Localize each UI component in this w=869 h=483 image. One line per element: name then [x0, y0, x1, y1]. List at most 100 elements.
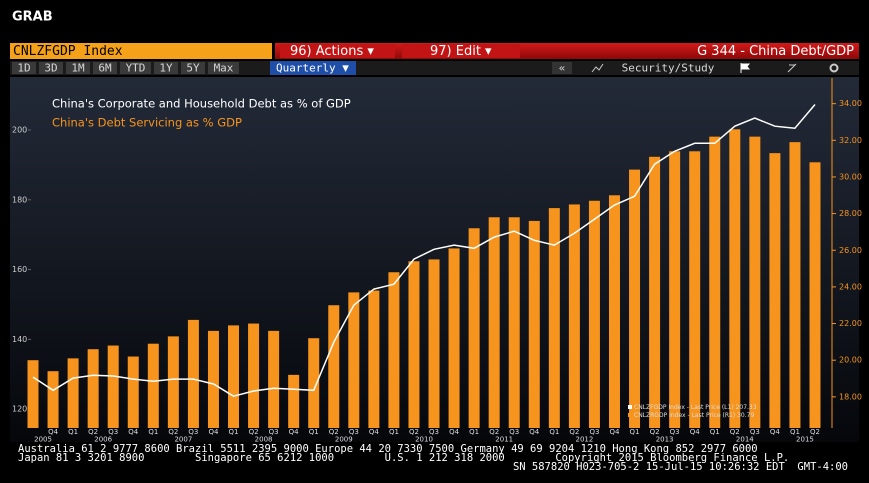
period-label[interactable]: 1M	[71, 62, 85, 75]
period-button[interactable]	[154, 62, 178, 74]
period-button[interactable]	[66, 62, 90, 74]
period-label[interactable]: Max	[214, 62, 234, 75]
collapse-label[interactable]: «	[559, 62, 566, 75]
footer-line: Japan 81 3 3201 8900 Singapore 65 6212 1…	[18, 452, 789, 464]
period-button[interactable]	[39, 62, 63, 74]
frequency-button[interactable]	[270, 61, 356, 75]
security-box[interactable]	[10, 43, 272, 59]
bar	[729, 129, 741, 428]
security-study[interactable]: Security/Study	[622, 62, 715, 75]
y-tick-label: 180	[12, 195, 27, 204]
edit-icon[interactable]	[787, 63, 797, 73]
period-label[interactable]: 1Y	[159, 62, 173, 75]
bar	[27, 360, 39, 428]
actions-label[interactable]: 96) Actions ▾	[290, 44, 374, 59]
x-tick-label: Q1	[309, 428, 319, 436]
x-tick-label: Q4	[128, 428, 139, 436]
y2-tick-label: 18.00	[839, 392, 862, 401]
x-tick-label: Q1	[790, 428, 800, 436]
x-tick-label: Q4	[369, 428, 380, 436]
collapse-button[interactable]	[552, 62, 572, 74]
page-title: G 344 - China Debt/GDP	[697, 44, 854, 59]
x-tick-label: Q2	[329, 428, 339, 436]
bar	[268, 330, 280, 428]
bar	[288, 374, 300, 428]
x-tick-label: Q3	[750, 428, 760, 436]
year-label: 2009	[335, 436, 353, 444]
period-label[interactable]: 6M	[98, 62, 112, 75]
legend-swatch	[628, 413, 632, 417]
x-tick-label: Q2	[168, 428, 178, 436]
bar	[488, 217, 500, 428]
x-tick-label: Q2	[810, 428, 820, 436]
y-tick-label: 160	[12, 265, 27, 274]
x-tick-label: Q1	[630, 428, 640, 436]
settings-icon[interactable]	[829, 63, 839, 73]
security-field[interactable]: CNLZFGDP Index	[13, 44, 123, 59]
bar	[228, 325, 240, 428]
bar	[107, 345, 119, 428]
x-tick-label: Q1	[148, 428, 158, 436]
x-tick-label: Q4	[208, 428, 219, 436]
x-tick-label: Q3	[269, 428, 279, 436]
period-button[interactable]	[181, 62, 205, 74]
line	[32, 104, 816, 398]
year-label: 2010	[415, 436, 433, 444]
x-tick-label: Q1	[229, 428, 239, 436]
bar	[147, 343, 159, 428]
bar	[568, 204, 580, 428]
bar	[689, 151, 701, 428]
x-tick-label: Q2	[249, 428, 259, 436]
edit-label[interactable]: 97) Edit ▾	[430, 44, 492, 59]
y2-tick-label: 20.00	[839, 356, 862, 365]
x-tick-label: Q2	[650, 428, 660, 436]
bar	[167, 336, 179, 428]
period-label[interactable]: YTD	[126, 62, 146, 75]
x-tick-label: Q3	[188, 428, 198, 436]
bar	[588, 200, 600, 428]
x-tick-label: Q1	[389, 428, 399, 436]
period-label[interactable]: 1D	[17, 62, 30, 75]
period-button[interactable]	[208, 62, 239, 74]
year-label: 2015	[796, 436, 814, 444]
period-label[interactable]: 5Y	[186, 62, 200, 75]
year-label: 2008	[255, 436, 273, 444]
x-tick-label: Q1	[710, 428, 720, 436]
x-tick-label: Q4	[690, 428, 701, 436]
y2-tick-label: 30.00	[839, 172, 862, 181]
x-tick-label: Q4	[289, 428, 300, 436]
y2-tick-label: 32.00	[839, 136, 862, 145]
bar	[127, 356, 139, 428]
x-tick-label: Q4	[770, 428, 781, 436]
x-tick-label: Q3	[589, 428, 599, 436]
bar	[769, 153, 781, 428]
chart-icon[interactable]	[591, 63, 604, 73]
year-label: 2014	[736, 436, 754, 444]
edit-button[interactable]	[402, 44, 520, 58]
x-tick-label: Q3	[349, 428, 359, 436]
period-label[interactable]: 3D	[44, 62, 57, 75]
bar	[669, 151, 681, 428]
legend-entry: China's Corporate and Household Debt as …	[52, 97, 351, 111]
year-label: 2006	[94, 436, 112, 444]
bar	[328, 305, 340, 428]
actions-button[interactable]	[280, 44, 395, 58]
bar	[468, 228, 480, 428]
bar	[709, 136, 721, 429]
period-button[interactable]	[12, 62, 36, 74]
period-button[interactable]	[120, 62, 151, 74]
flag-icon[interactable]	[740, 63, 751, 73]
x-tick-label: Q2	[409, 428, 419, 436]
frequency-label[interactable]: Quarterly ▼	[276, 62, 349, 75]
y2-tick-label: 24.00	[839, 282, 862, 291]
x-tick-label: Q3	[108, 428, 118, 436]
bar	[608, 195, 620, 428]
period-button[interactable]	[93, 62, 117, 74]
legend-note: CNLZRGDP Index - Last Price (R1) 30.79	[634, 412, 754, 419]
x-tick-label: Q1	[549, 428, 559, 436]
bar	[47, 371, 59, 428]
bar	[448, 248, 460, 428]
legend-note: CNLZFGDP Index - Last Price (L1) 207.33	[634, 404, 757, 411]
y2-tick-label: 28.00	[839, 209, 862, 218]
